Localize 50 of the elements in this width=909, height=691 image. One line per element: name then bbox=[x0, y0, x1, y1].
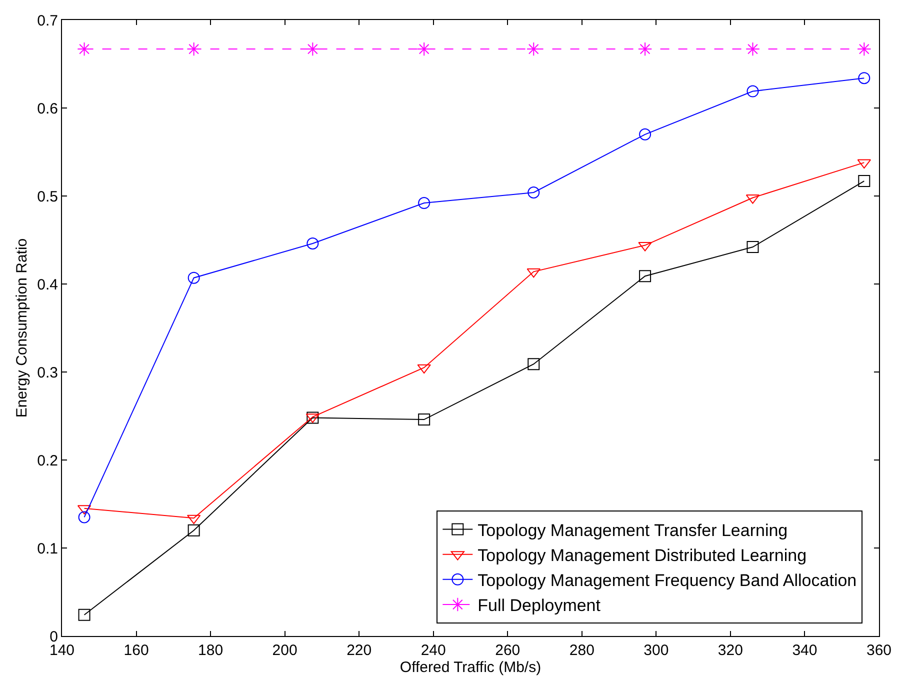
point bbox=[188, 272, 200, 284]
y-axis-title: Energy Consumption Ratio bbox=[13, 238, 30, 418]
x-tick-label: 360 bbox=[866, 642, 892, 659]
point bbox=[188, 524, 200, 536]
y-tick-label: 0.3 bbox=[37, 364, 58, 382]
y-tick-label: 0.5 bbox=[37, 188, 58, 206]
point bbox=[528, 358, 540, 370]
point bbox=[526, 268, 540, 278]
point bbox=[857, 159, 871, 169]
point bbox=[528, 186, 540, 198]
legend-label: Topology Management Distributed Learning bbox=[478, 546, 807, 565]
x-tick-label: 160 bbox=[124, 642, 149, 659]
y-tick-label: 0.7 bbox=[37, 12, 58, 30]
point bbox=[639, 128, 652, 140]
point bbox=[638, 42, 652, 56]
point bbox=[416, 42, 432, 56]
point bbox=[639, 270, 652, 282]
x-tick-label: 220 bbox=[346, 642, 372, 659]
legend-label: Topology Management Frequency Band Allocation bbox=[478, 571, 857, 590]
point bbox=[746, 241, 759, 254]
point bbox=[78, 511, 90, 524]
point bbox=[858, 72, 870, 84]
point bbox=[526, 42, 541, 56]
y-tick-label: 0.2 bbox=[37, 452, 58, 470]
x-tick-label: 300 bbox=[644, 642, 669, 659]
point bbox=[186, 42, 201, 56]
point bbox=[417, 364, 431, 374]
x-tick-label: 340 bbox=[792, 642, 818, 659]
point bbox=[858, 175, 870, 188]
legend-label: Topology Management Transfer Learning bbox=[478, 520, 788, 540]
point bbox=[78, 608, 90, 621]
point bbox=[857, 42, 872, 56]
y-tick-label: 0.1 bbox=[37, 540, 58, 558]
y-tick-label: 0.4 bbox=[37, 276, 58, 294]
x-tick-label: 180 bbox=[198, 642, 224, 659]
x-tick-label: 200 bbox=[272, 642, 298, 659]
point bbox=[746, 85, 759, 98]
legend-label: Full Deployment bbox=[478, 596, 601, 616]
x-tick-label: 280 bbox=[569, 642, 594, 659]
x-tick-label: 320 bbox=[718, 642, 743, 659]
point bbox=[418, 414, 430, 426]
y-tick-label: 0.6 bbox=[37, 100, 58, 118]
x-tick-label: 240 bbox=[420, 642, 446, 659]
point bbox=[418, 197, 430, 210]
point bbox=[746, 42, 760, 56]
point bbox=[306, 238, 319, 250]
point bbox=[306, 42, 320, 56]
point bbox=[77, 42, 92, 56]
x-axis-title: Offered Traffic (Mb/s) bbox=[400, 659, 542, 676]
x-tick-label: 260 bbox=[495, 642, 520, 659]
